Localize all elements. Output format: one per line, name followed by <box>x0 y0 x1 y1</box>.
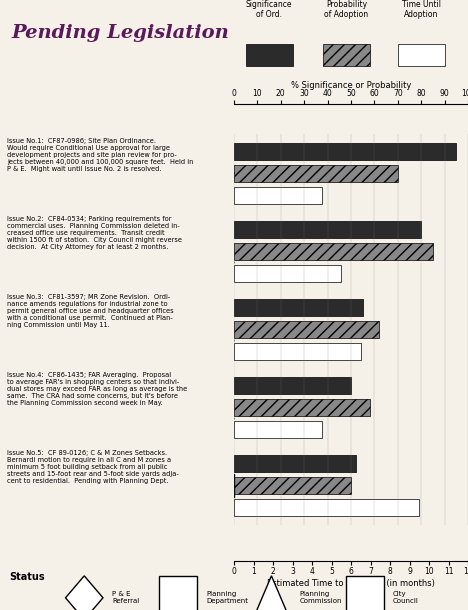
Text: Time Until
Adoption: Time Until Adoption <box>402 0 441 20</box>
Bar <box>234 455 356 472</box>
Bar <box>234 421 322 438</box>
Bar <box>234 499 419 516</box>
Text: Status: Status <box>9 572 45 582</box>
Bar <box>234 377 351 394</box>
Text: Issue No.3:  CF81-3597; MR Zone Revision.  Ordi-
nance amends regulations for in: Issue No.3: CF81-3597; MR Zone Revision.… <box>7 294 174 328</box>
X-axis label: % Significance or Probability: % Significance or Probability <box>291 81 411 90</box>
Bar <box>218 474 234 497</box>
Text: Issue No.2:  CF84-0534; Parking requirements for
commercial uses.  Planning Comm: Issue No.2: CF84-0534; Parking requireme… <box>7 216 182 250</box>
Bar <box>234 299 363 316</box>
Polygon shape <box>218 240 234 263</box>
Polygon shape <box>218 318 234 341</box>
Bar <box>346 576 384 610</box>
Polygon shape <box>215 162 234 185</box>
Bar <box>246 44 292 66</box>
Text: Issue No.5:  CF 89-0126; C & M Zones Setbacks.
Bernardi motion to require in all: Issue No.5: CF 89-0126; C & M Zones Setb… <box>7 450 179 484</box>
Bar <box>234 221 421 238</box>
Bar <box>234 265 341 282</box>
Bar <box>234 143 456 160</box>
Text: Planning
Department: Planning Department <box>206 591 248 605</box>
Text: City
Council: City Council <box>393 591 419 605</box>
Bar <box>234 477 351 494</box>
Bar <box>234 165 398 182</box>
Text: Planning
Commission: Planning Commission <box>300 591 342 605</box>
Bar <box>234 187 322 204</box>
Bar <box>159 576 197 610</box>
Polygon shape <box>218 396 234 419</box>
Text: P & E
Referral: P & E Referral <box>112 591 139 605</box>
Text: Issue No.4:  CF86-1435; FAR Averaging.  Proposal
to average FAR's in shopping ce: Issue No.4: CF86-1435; FAR Averaging. Pr… <box>7 372 187 406</box>
X-axis label: Estimated Time to Adoption (in months): Estimated Time to Adoption (in months) <box>267 578 435 587</box>
Text: Pending Legislation: Pending Legislation <box>12 24 229 42</box>
Bar <box>323 44 370 66</box>
Bar <box>234 399 370 416</box>
Bar <box>398 44 445 66</box>
Text: Significance
of Ord.: Significance of Ord. <box>246 0 292 20</box>
Polygon shape <box>253 576 290 610</box>
Text: Probability
of Adoption: Probability of Adoption <box>324 0 368 20</box>
Bar <box>234 321 379 338</box>
Text: Issue No.1:  CF87-0986; Site Plan Ordinance.
Would require Conditional Use appro: Issue No.1: CF87-0986; Site Plan Ordinan… <box>7 138 193 172</box>
Bar <box>234 343 361 360</box>
Bar <box>234 243 433 260</box>
Polygon shape <box>66 576 103 610</box>
